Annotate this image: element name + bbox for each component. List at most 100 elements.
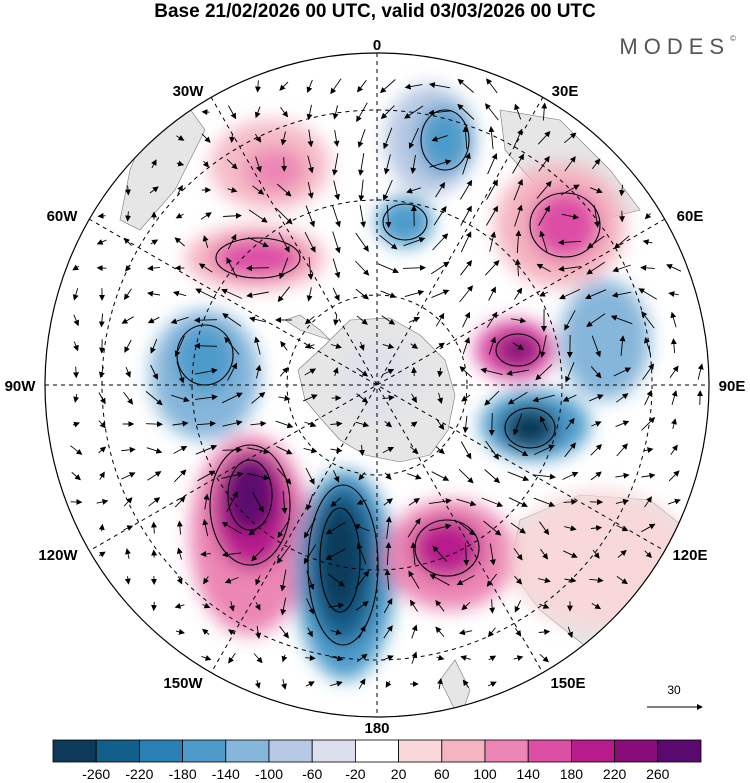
wind-vector [436, 654, 445, 661]
wind-vector [536, 263, 551, 272]
wind-vector [435, 446, 445, 455]
wind-vector [532, 394, 555, 403]
wind-vector [281, 490, 288, 514]
wind-vector [124, 185, 131, 196]
wind-vector [642, 239, 653, 246]
wind-vector [590, 443, 603, 456]
wind-vector [150, 521, 157, 534]
colorbar-label: -20 [345, 766, 365, 782]
wind-vector [460, 655, 471, 661]
wind-vector [224, 336, 240, 355]
wind-vector [641, 416, 656, 431]
lon-label-60w: 60W [47, 208, 79, 225]
wind-vector [148, 497, 161, 507]
wind-vector [226, 158, 238, 170]
wind-vector [303, 544, 316, 565]
wind-vector [429, 159, 452, 168]
wind-vector [358, 625, 366, 639]
wind-vector [150, 239, 159, 246]
logo-text: MODES [619, 34, 731, 59]
wind-vector [668, 470, 680, 482]
wind-vector [671, 418, 677, 429]
wind-vector [227, 187, 238, 193]
map-disc [45, 53, 709, 717]
wind-vector [510, 317, 527, 324]
wind-vector [255, 364, 262, 379]
wind-vector [428, 82, 451, 89]
wind-vector [484, 259, 500, 276]
wind-vector [610, 315, 633, 325]
wind-vector [252, 492, 264, 513]
wind-vector [277, 518, 291, 539]
wind-vector [615, 420, 630, 428]
wind-vector [254, 106, 261, 119]
wind-vector [514, 600, 522, 613]
wind-vector [565, 362, 575, 383]
wind-vector [411, 393, 417, 403]
wind-vector [330, 420, 343, 427]
wind-vector [174, 602, 185, 609]
wind-vector [565, 417, 575, 430]
wind-vector [194, 342, 218, 349]
wind-vector [358, 678, 366, 690]
wind-vector [384, 569, 391, 590]
wind-vector [380, 290, 397, 298]
wind-vector [382, 343, 395, 350]
anomaly-negative [502, 406, 558, 450]
wind-vector [404, 83, 423, 90]
wind-vector [123, 525, 134, 531]
meridian-60 [88, 218, 666, 552]
colorbar-swatch [398, 739, 443, 763]
wind-vector [666, 264, 682, 272]
wind-vector [616, 393, 629, 403]
wind-vector [279, 257, 289, 280]
new-zealand [439, 659, 471, 717]
wind-vector [613, 367, 632, 377]
wind-vector [562, 394, 577, 402]
wind-vector [177, 184, 183, 195]
wind-vector [276, 468, 292, 485]
wind-vector [462, 126, 469, 150]
wind-vector [383, 127, 393, 150]
wind-vector [303, 447, 318, 454]
contour [319, 507, 361, 613]
wind-vector [228, 629, 236, 636]
wind-vector [457, 520, 476, 536]
wind-vector [589, 187, 603, 194]
wind-vector [281, 157, 288, 172]
wind-vector [304, 315, 315, 325]
lon-label-150w: 150W [163, 675, 203, 692]
wind-vector [123, 391, 134, 405]
reference-vector: 30 [647, 683, 703, 710]
wind-vector [147, 265, 160, 272]
wind-vector [96, 498, 109, 505]
colorbar-swatch [527, 739, 572, 763]
wind-vector [306, 287, 313, 302]
wind-vector [435, 626, 445, 637]
wind-vector [72, 264, 80, 271]
wind-vector [619, 335, 626, 356]
latitude-circle [191, 199, 563, 571]
wind-vector [203, 576, 209, 585]
colorbar-swatch [657, 739, 702, 763]
wind-vector [460, 179, 473, 200]
wind-vector [222, 551, 242, 558]
wind-vector [460, 260, 473, 276]
wind-vector [558, 239, 582, 246]
wind-vector [536, 180, 552, 199]
wind-vector [561, 213, 580, 220]
wind-vector [410, 542, 417, 566]
wind-vector [355, 288, 369, 300]
anomaly-positive [213, 238, 303, 278]
wind-vector [305, 205, 315, 228]
wind-vector [358, 472, 366, 481]
contour [420, 109, 470, 171]
wind-vector [146, 447, 163, 454]
wind-vector [227, 362, 237, 381]
wind-vector [670, 311, 677, 328]
wind-vector [488, 412, 495, 436]
wind-vector [356, 102, 368, 123]
wind-vector [486, 311, 498, 328]
wind-vector [150, 339, 158, 354]
wind-vector [432, 545, 448, 562]
